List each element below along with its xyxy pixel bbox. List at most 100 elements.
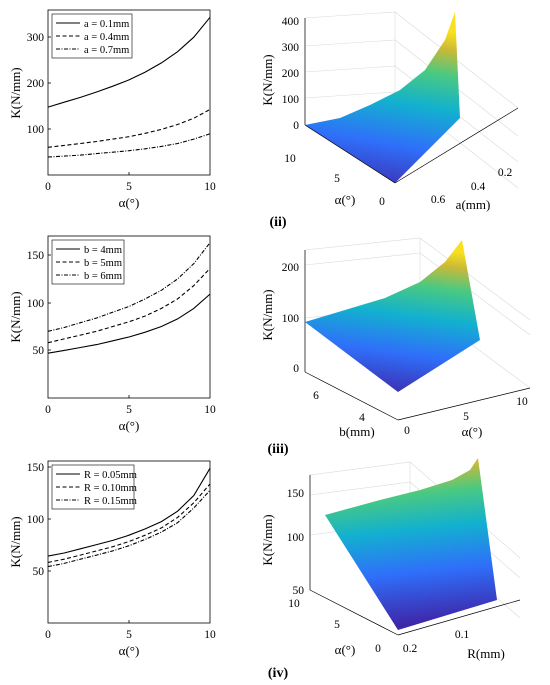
series-lines	[47, 468, 211, 568]
x-tick-label: 0	[375, 643, 381, 655]
z-tick-label: 200	[282, 68, 300, 80]
legend-label: b = 4mm	[84, 245, 122, 256]
z-tick-label: 0	[293, 120, 299, 132]
y-tick-marks	[48, 254, 51, 351]
x-axis-label: α(°)	[462, 424, 483, 439]
x-axis-label: α(°)	[119, 418, 140, 433]
x-tick-label: 5	[126, 181, 132, 193]
y-axis-label: a(mm)	[456, 197, 491, 212]
z-axis-label: K(N/mm)	[260, 514, 275, 565]
axis-lines	[309, 475, 521, 636]
legend-label: b = 6mm	[84, 271, 122, 282]
chart-b-surface: 0 100 200 6 4 0 5 10 K(N/mm) b(mm) α(°)	[260, 237, 531, 439]
y-axis-label: K(N/mm)	[8, 67, 23, 118]
legend-label: a = 0.1mm	[84, 19, 129, 30]
panel-label: (ii)	[269, 215, 286, 230]
series-line-2	[47, 109, 211, 148]
legend-label: b = 5mm	[84, 258, 122, 269]
y-tick-label: 50	[33, 345, 45, 357]
x-tick-label: 5	[334, 173, 340, 185]
z-tick-label: 150	[287, 488, 305, 500]
y-axis-label: K(N/mm)	[8, 291, 23, 342]
x-tick-label: 0	[45, 181, 51, 193]
x-axis-label: α(°)	[335, 192, 356, 207]
surface-patch	[325, 458, 497, 630]
x-tick-label: 0	[45, 629, 51, 641]
axis-lines	[304, 18, 519, 184]
z-tick-label: 400	[282, 16, 300, 28]
y-tick-label: 0.2	[498, 167, 513, 179]
series-line-3	[47, 489, 211, 568]
series-line-2	[47, 483, 211, 563]
x-tick-label: 5	[126, 404, 132, 416]
panel-label: (iii)	[268, 442, 289, 457]
y-tick-label: 0.1	[455, 629, 470, 641]
legend-label: a = 0.4mm	[84, 32, 129, 43]
axis-lines	[304, 250, 531, 421]
series-line-2	[47, 268, 211, 344]
legend-label: a = 0.7mm	[84, 45, 129, 56]
y-tick-label: 0.2	[403, 643, 418, 655]
y-tick-label: 4	[359, 412, 365, 424]
y-tick-label: 300	[27, 32, 45, 44]
x-tick-label: 10	[288, 598, 300, 610]
chart-a-surface: 0 100 200 300 400 10 5 0 0.6 0.4 0.2 K(N…	[260, 11, 519, 212]
y-tick-marks	[48, 36, 51, 130]
series-lines	[47, 16, 211, 158]
surface-patch	[305, 240, 480, 392]
z-tick-label: 0	[293, 363, 299, 375]
y-tick-label: 100	[27, 514, 45, 526]
x-tick-label: 0	[45, 404, 51, 416]
x-tick-label: 5	[334, 619, 340, 631]
legend-label: R = 0.05mm	[84, 470, 137, 481]
x-tick-label: 10	[204, 181, 216, 193]
series-line-1	[47, 16, 211, 108]
chart-c-surface: 50 100 150 10 5 0 0.2 0.1 K(N/mm) α(°) R…	[260, 458, 521, 661]
z-tick-label: 300	[282, 42, 300, 54]
series-line-1	[47, 293, 211, 354]
z-tick-label: 100	[282, 94, 300, 106]
y-axis-label: K(N/mm)	[8, 516, 23, 567]
y-tick-marks	[48, 466, 51, 572]
surface-patch	[305, 12, 460, 183]
legend: R = 0.05mm R = 0.10mm R = 0.15mm	[51, 464, 137, 510]
y-tick-label: 100	[27, 124, 45, 136]
y-tick-label: 6	[313, 390, 319, 402]
z-tick-label: 200	[282, 262, 300, 274]
x-tick-label: 10	[204, 404, 216, 416]
series-line-3	[47, 242, 211, 332]
x-tick-label: 0	[379, 196, 385, 208]
x-tick-label: 10	[284, 153, 296, 165]
legend: b = 4mm b = 5mm b = 6mm	[51, 239, 125, 285]
z-tick-label: 100	[282, 313, 300, 325]
series-line-1	[47, 468, 211, 557]
x-tick-label: 5	[126, 629, 132, 641]
panel-label: (iv)	[268, 666, 289, 681]
series-line-3	[47, 133, 211, 158]
y-tick-label: 0.4	[471, 181, 486, 193]
x-tick-label: 10	[516, 396, 528, 408]
z-tick-label: 50	[293, 585, 305, 597]
legend-label: R = 0.10mm	[84, 483, 137, 494]
z-axis-label: K(N/mm)	[260, 54, 275, 105]
y-tick-label: 150	[27, 250, 45, 262]
chart-a-line: 100 200 300 0 5 10 α(°) K(N/mm) a = 0.1m…	[8, 9, 216, 210]
x-tick-label: 5	[463, 411, 469, 423]
z-axis-label: K(N/mm)	[260, 289, 275, 340]
series-lines	[47, 242, 211, 354]
legend: a = 0.1mm a = 0.4mm a = 0.7mm	[51, 13, 133, 59]
x-axis-label: α(°)	[119, 195, 140, 210]
legend-label: R = 0.15mm	[84, 496, 137, 507]
x-axis-label: α(°)	[119, 643, 140, 658]
y-tick-label: 50	[33, 566, 45, 578]
x-tick-label: 10	[204, 629, 216, 641]
x-axis-label: α(°)	[335, 642, 356, 657]
chart-c-line: 50 100 150 0 5 10 α(°) K(N/mm) R = 0.05m…	[8, 460, 216, 658]
chart-b-line: 50 100 150 0 5 10 α(°) K(N/mm) b = 4mm b…	[8, 235, 216, 433]
y-tick-label: 0.6	[431, 194, 446, 206]
y-tick-label: 200	[27, 78, 45, 90]
y-tick-label: 100	[27, 298, 45, 310]
z-tick-label: 100	[287, 532, 305, 544]
x-tick-label: 0	[404, 425, 410, 437]
